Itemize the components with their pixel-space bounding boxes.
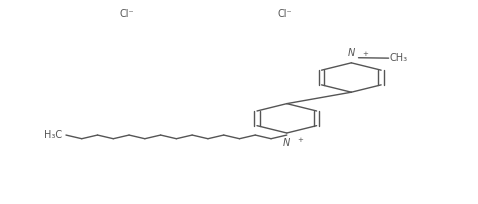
Text: N: N — [348, 48, 355, 58]
Text: Cl⁻: Cl⁻ — [277, 9, 292, 19]
Text: +: + — [297, 137, 303, 143]
Text: CH₃: CH₃ — [390, 53, 408, 63]
Text: Cl⁻: Cl⁻ — [120, 9, 134, 19]
Text: +: + — [362, 51, 368, 57]
Text: H₃C: H₃C — [44, 130, 62, 140]
Text: N: N — [283, 138, 291, 148]
